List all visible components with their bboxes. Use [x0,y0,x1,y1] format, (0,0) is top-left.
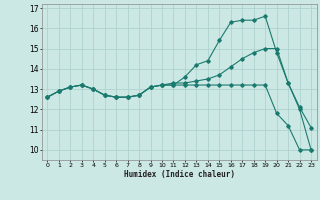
X-axis label: Humidex (Indice chaleur): Humidex (Indice chaleur) [124,170,235,179]
